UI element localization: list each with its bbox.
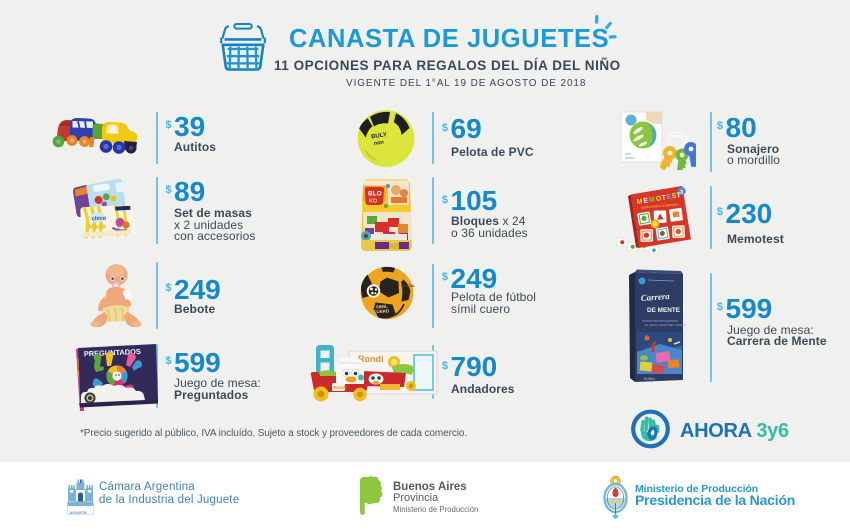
svg-text:KO: KO [369,199,378,205]
svg-text:E: E [666,194,672,201]
svg-text:DE MENTE: DE MENTE [647,307,681,314]
svg-text:JUGUETE: JUGUETE [69,511,87,515]
svg-text:chico: chico [92,216,107,223]
svg-text:M: M [649,196,656,203]
svg-text:Carrera: Carrera [640,291,670,303]
svg-text:PREGUNTADOS: PREGUNTADOS [84,347,141,359]
svg-text:Rondi: Rondi [358,354,384,364]
svg-text:O: O [656,195,663,202]
svg-text:EJERCITANDO LA MEMORIA: EJERCITANDO LA MEMORIA [641,202,679,209]
svg-text:T: T [676,192,682,199]
svg-text:BULY: BULY [371,132,388,140]
svg-text:S: S [671,193,677,200]
svg-text:T: T [661,195,667,202]
svg-text:Rondi: Rondi [334,385,347,390]
svg-text:EL GRAN JUEGO DEL INGENIO: EL GRAN JUEGO DEL INGENIO [645,323,687,327]
svg-text:Masa: Masa [88,223,106,231]
svg-text:SIMIL: SIMIL [376,304,388,310]
svg-text:CUERO: CUERO [373,308,390,314]
svg-text:3: 3 [680,189,684,195]
svg-text:OFICIAL: OFICIAL [401,284,416,288]
svg-text:E: E [643,197,649,204]
svg-text:RUIBAL: RUIBAL [644,377,656,381]
svg-text:M: M [636,198,643,205]
svg-text:non: non [373,139,385,147]
svg-text:BLO: BLO [368,191,382,198]
